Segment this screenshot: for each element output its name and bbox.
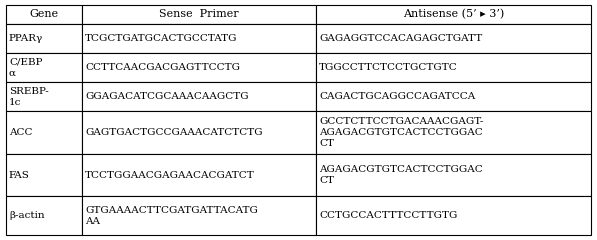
Bar: [82, 197, 316, 235]
Text: AGAGACGTGTCACTCCTGGAC
CT: AGAGACGTGTCACTCCTGGAC CT: [319, 165, 483, 185]
Bar: [82, 24, 316, 53]
Text: GGAGACATCGCAAACAAGCTG: GGAGACATCGCAAACAAGCTG: [85, 92, 248, 101]
Bar: [316, 24, 591, 53]
Text: C/EBP
α: C/EBP α: [9, 58, 42, 78]
Text: PPARγ: PPARγ: [9, 34, 43, 43]
Text: FAS: FAS: [9, 171, 30, 180]
Text: TCGCTGATGCACTGCCTATG: TCGCTGATGCACTGCCTATG: [85, 34, 238, 43]
Text: ACC: ACC: [9, 128, 32, 137]
Bar: [316, 111, 591, 154]
Text: β-actin: β-actin: [9, 211, 45, 220]
Bar: [82, 82, 316, 111]
Text: GAGTGACTGCCGAAACATCTCTG: GAGTGACTGCCGAAACATCTCTG: [85, 128, 263, 137]
Text: Sense  Primer: Sense Primer: [159, 10, 239, 19]
Bar: [316, 197, 591, 235]
Bar: [6, 154, 82, 197]
Text: TCCTGGAACGAGAACACGATCT: TCCTGGAACGAGAACACGATCT: [85, 171, 255, 180]
Text: TGGCCTTCTCCTGCTGTC: TGGCCTTCTCCTGCTGTC: [319, 63, 458, 72]
Bar: [316, 53, 591, 82]
Bar: [82, 111, 316, 154]
Text: GAGAGGTCCACAGAGCTGATT: GAGAGGTCCACAGAGCTGATT: [319, 34, 482, 43]
Bar: [6, 53, 82, 82]
Text: Antisense (5’ ▸ 3’): Antisense (5’ ▸ 3’): [403, 9, 504, 20]
Bar: [316, 82, 591, 111]
Bar: [6, 24, 82, 53]
Bar: [6, 82, 82, 111]
Bar: [6, 197, 82, 235]
Bar: [316, 154, 591, 197]
Text: CCTTCAACGACGAGTTCCTG: CCTTCAACGACGAGTTCCTG: [85, 63, 240, 72]
Text: GTGAAAACTTCGATGATTACATG
AA: GTGAAAACTTCGATGATTACATG AA: [85, 206, 258, 226]
Text: Gene: Gene: [29, 10, 59, 19]
Text: CAGACTGCAGGCCAGATCCA: CAGACTGCAGGCCAGATCCA: [319, 92, 475, 101]
Bar: [82, 154, 316, 197]
Bar: [6, 111, 82, 154]
Bar: [316, 5, 591, 24]
Text: SREBP-
1c: SREBP- 1c: [9, 87, 49, 107]
Bar: [6, 5, 82, 24]
Text: CCTGCCACTTTCCTTGTG: CCTGCCACTTTCCTTGTG: [319, 211, 457, 220]
Bar: [82, 5, 316, 24]
Text: GCCTCTTCCTGACAAACGAGT-
AGAGACGTGTCACTCCTGGAC
CT: GCCTCTTCCTGACAAACGAGT- AGAGACGTGTCACTCCT…: [319, 117, 484, 148]
Bar: [82, 53, 316, 82]
